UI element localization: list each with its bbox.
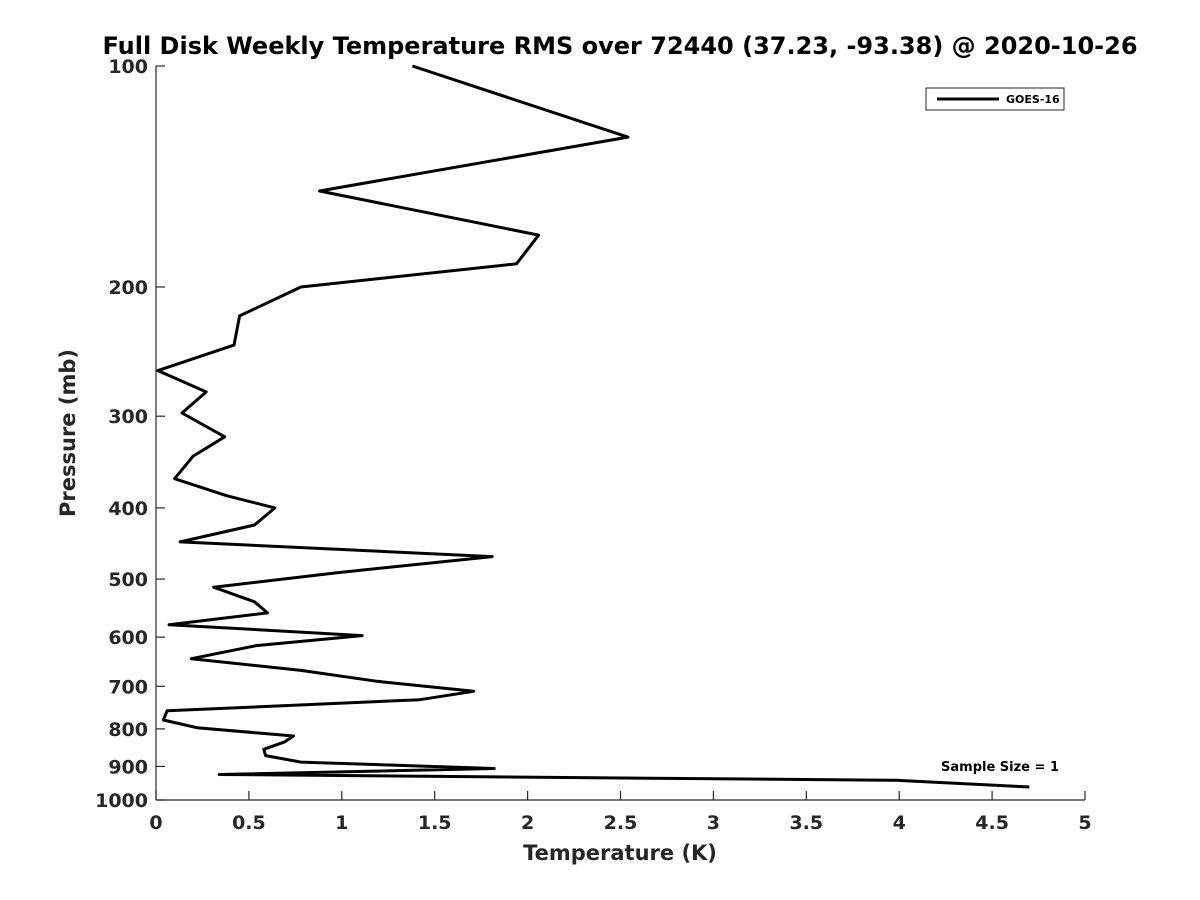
y-tick-label: 900 xyxy=(108,756,148,778)
x-tick-label: 3.5 xyxy=(789,812,823,834)
x-axis-ticks: 0 0.5 1 1.5 2 2.5 3 3.5 4 4.5 5 xyxy=(149,791,1092,834)
series-group xyxy=(156,64,1030,789)
y-tick-label: 300 xyxy=(108,406,148,428)
x-tick-label: 3 xyxy=(707,812,720,834)
x-tick-label: 0.5 xyxy=(232,812,266,834)
y-tick-label: 1000 xyxy=(95,790,148,812)
y-tick-label: 600 xyxy=(108,627,148,649)
x-tick-label: 1.5 xyxy=(418,812,452,834)
x-tick-label: 0 xyxy=(149,812,162,834)
y-tick-label: 500 xyxy=(108,569,148,591)
legend: GOES-16 xyxy=(925,87,1065,111)
legend-entry-goes-16: GOES-16 xyxy=(1006,93,1060,106)
y-tick-label: 400 xyxy=(108,498,148,520)
series-line-goes-16 xyxy=(156,64,1030,789)
sample-size-annotation: Sample Size = 1 xyxy=(941,760,1059,775)
y-tick-label: 200 xyxy=(108,277,148,299)
y-tick-label: 700 xyxy=(108,676,148,698)
x-tick-label: 1 xyxy=(335,812,348,834)
x-tick-label: 4.5 xyxy=(975,812,1009,834)
y-tick-label: 800 xyxy=(108,719,148,741)
x-tick-label: 5 xyxy=(1078,812,1091,834)
y-axis-label: Pressure (mb) xyxy=(56,349,80,517)
chart-title: Full Disk Weekly Temperature RMS over 72… xyxy=(102,32,1137,60)
x-tick-label: 2 xyxy=(521,812,534,834)
x-tick-label: 4 xyxy=(893,812,906,834)
chart-axes xyxy=(155,66,1085,801)
y-tick-label: 100 xyxy=(108,56,148,78)
x-tick-label: 2.5 xyxy=(604,812,638,834)
y-axis-ticks: 100 200 300 400 500 600 700 800 900 1000 xyxy=(95,56,165,812)
x-axis-label: Temperature (K) xyxy=(523,841,717,865)
